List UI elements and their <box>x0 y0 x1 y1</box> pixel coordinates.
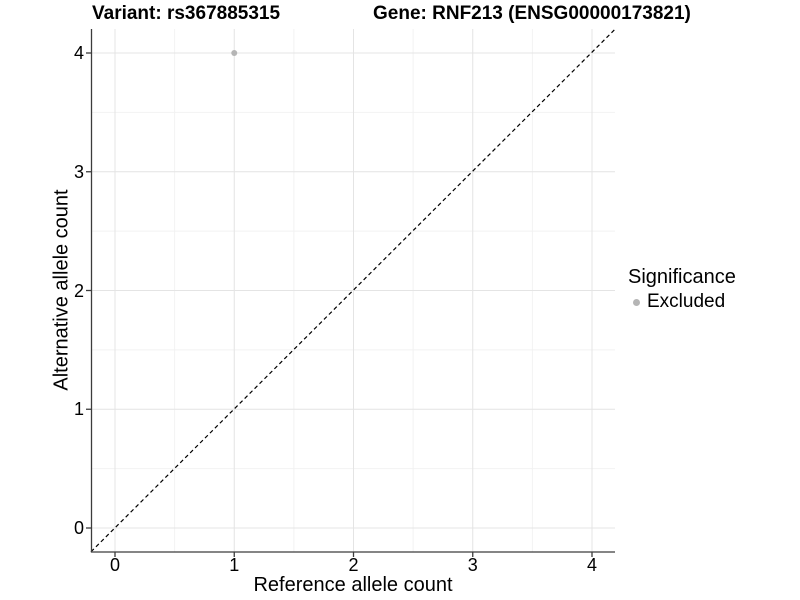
identity-line <box>90 29 615 553</box>
y-tick-label: 0 <box>73 518 84 538</box>
x-tick-label: 3 <box>467 555 478 575</box>
legend-title: Significance <box>628 266 736 288</box>
x-tick-label: 4 <box>586 555 598 575</box>
plot-panel <box>86 29 615 557</box>
y-tick-label: 3 <box>73 161 84 182</box>
x-axis-title: Reference allele count <box>253 574 453 596</box>
x-tick-label: 2 <box>348 555 359 575</box>
excluded-point-swatch-icon <box>633 298 640 306</box>
legend: Significance Excluded <box>628 265 736 313</box>
x-tick-label: 1 <box>229 555 240 575</box>
y-tick-label: 1 <box>73 399 84 420</box>
y-tick-label: 4 <box>73 43 84 63</box>
gene-title: Gene: RNF213 (ENSG00000173821) <box>373 3 691 24</box>
y-tick-label: 2 <box>73 280 84 301</box>
variant-title: Variant: rs367885315 <box>92 3 281 24</box>
legend-item-excluded: Excluded <box>628 291 736 313</box>
data-point <box>231 50 238 56</box>
legend-item-label: Excluded <box>647 291 726 312</box>
x-tick-label: 0 <box>109 555 121 575</box>
